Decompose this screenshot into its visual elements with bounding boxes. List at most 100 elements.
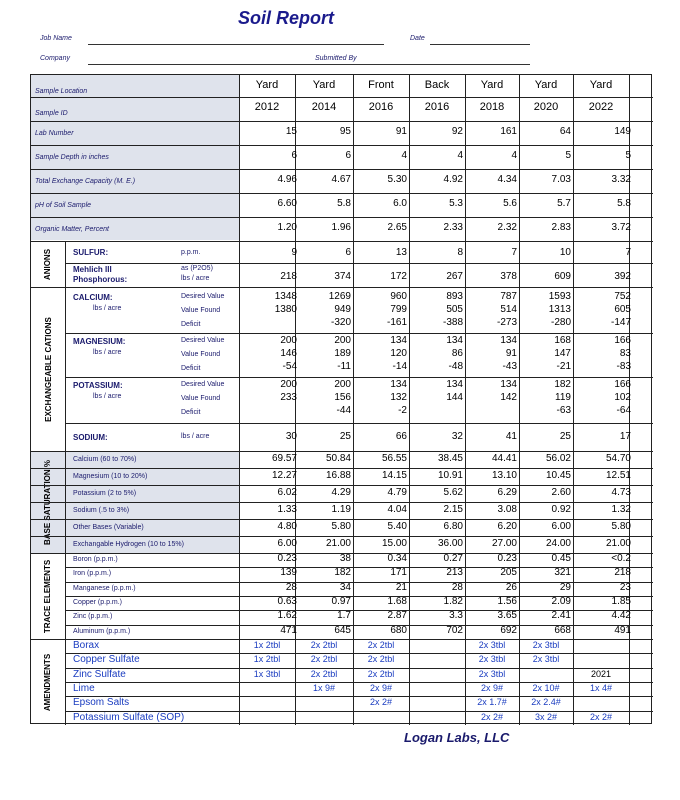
amendments-section: AMENDMENTS [31, 639, 66, 725]
amendment-label: Borax [73, 640, 100, 651]
amendment-label: Lime [73, 682, 95, 694]
cation-unit: lbs / acre [93, 305, 122, 312]
base-sat-value: 56.55 [381, 453, 407, 464]
cation-value: 134 [390, 379, 407, 390]
trace-value: 645 [334, 624, 351, 636]
column-divider [353, 75, 354, 725]
base-sat-value: 1.32 [611, 504, 631, 515]
sodium-unit: lbs / acre [181, 433, 210, 440]
amendment-value: 2x 2# [589, 711, 613, 722]
amendment-value: 2021 [590, 668, 612, 679]
trace-value: 0.97 [331, 595, 351, 607]
cation-row-label: Deficit [181, 409, 201, 416]
cation-value: 142 [500, 392, 517, 403]
trace-value: 1.7 [337, 610, 351, 622]
amendment-value: 2x 2# [480, 711, 504, 722]
company-field[interactable] [88, 64, 530, 65]
trace-value: <0.2 [611, 553, 631, 564]
general-row-value: 2.33 [443, 222, 463, 233]
anion-value: 378 [500, 271, 517, 282]
general-row-label: Lab Number [35, 130, 74, 137]
amendment-label: Potassium Sulfate (SOP) [73, 711, 185, 723]
general-row-value: 6 [291, 150, 297, 161]
row-divider [31, 217, 653, 218]
base-sat-value: 13.10 [491, 470, 517, 481]
anion-value: 218 [280, 271, 297, 282]
trace-value: 1.62 [277, 610, 297, 622]
base-sat-value: 14.15 [381, 470, 407, 481]
amendment-value: 1x 9# [312, 682, 336, 693]
trace-value: 0.63 [277, 595, 297, 607]
anion-value: 8 [457, 247, 463, 258]
base-sat-value: 36.00 [437, 538, 463, 549]
sodium-value: 32 [451, 431, 463, 442]
anion-value: 7 [511, 247, 517, 258]
column-sample-id: 2012 [254, 101, 280, 113]
anion-value: 13 [395, 247, 407, 258]
anion-label: Mehlich III [73, 265, 112, 274]
cation-row-label: Value Found [181, 351, 221, 358]
row-divider [31, 519, 653, 520]
row-divider [66, 624, 653, 626]
cation-row-label: Desired Value [181, 381, 225, 388]
trace-value: 34 [339, 581, 351, 593]
trace-value: 0.45 [551, 553, 571, 564]
row-divider [66, 377, 653, 378]
cation-value: 752 [614, 291, 631, 302]
base-sat-label: Magnesium (10 to 20%) [73, 473, 148, 480]
base-sat-label: Sodium (.5 to 3%) [73, 507, 130, 514]
base-sat-value: 10.91 [437, 470, 463, 481]
base-sat-value: 38.45 [437, 453, 463, 464]
base-sat-value: 1.19 [331, 504, 351, 515]
cation-value: 200 [334, 335, 351, 346]
general-row-label: Total Exchange Capacity (M. E.) [35, 178, 136, 185]
base-sat-value: 4.79 [387, 487, 407, 498]
base-sat-value: 5.40 [387, 521, 407, 532]
amendment-value: 2x 3tbl [478, 668, 506, 679]
anion-value: 172 [390, 271, 407, 282]
row-divider [31, 553, 653, 554]
general-row-label: Sample Depth in inches [35, 154, 109, 161]
trace-value: 21 [395, 581, 407, 593]
amendment-value: 2x 1.7# [477, 697, 507, 708]
sodium-value: 66 [395, 431, 407, 442]
date-field[interactable] [430, 44, 530, 45]
general-row-value: 5.8 [617, 198, 631, 209]
trace-value: 4.42 [611, 610, 631, 622]
row-divider [66, 333, 653, 334]
anions-side-label: ANIONS [43, 248, 53, 280]
row-divider [66, 423, 653, 424]
sodium-value: 25 [559, 431, 571, 442]
trace-value: 680 [390, 624, 407, 636]
general-row-value: 4.92 [443, 174, 463, 185]
amendment-value: 2x 3tbl [532, 640, 560, 650]
base-sat-label: Potassium (2 to 5%) [73, 490, 137, 497]
trace-value: 139 [280, 567, 297, 579]
base-sat-value: 5.62 [443, 487, 463, 498]
row-divider [66, 681, 653, 683]
general-row-value: 5.3 [449, 198, 463, 209]
trace-value: 38 [339, 553, 351, 564]
column-divider [465, 75, 466, 725]
cation-value: 134 [500, 379, 517, 390]
cation-value: 134 [446, 335, 463, 346]
row-divider [66, 263, 653, 264]
base-sat-value: 6.29 [497, 487, 517, 498]
anions-section: ANIONS [31, 241, 66, 287]
row-divider [31, 502, 653, 503]
cations-section: EXCHANGEABLE CATIONS [31, 287, 66, 451]
report-title: Soil Report [238, 8, 335, 28]
job-name-field[interactable] [88, 44, 384, 45]
row-divider [31, 536, 653, 537]
trace-label: Copper (p.p.m.) [73, 598, 123, 606]
trace-value: 0.23 [497, 553, 517, 564]
base-sat-value: 4.29 [331, 487, 351, 498]
general-row-value: 4.67 [331, 174, 351, 185]
anion-value: 374 [334, 271, 351, 282]
base-sat-value: 16.88 [325, 470, 351, 481]
cation-value: 1348 [274, 291, 297, 302]
cation-value: -44 [336, 405, 351, 416]
base-sat-value: 3.08 [497, 504, 517, 515]
amendment-value: 2x 2tbl [367, 640, 395, 650]
base-sat-value: 0.92 [551, 504, 571, 515]
